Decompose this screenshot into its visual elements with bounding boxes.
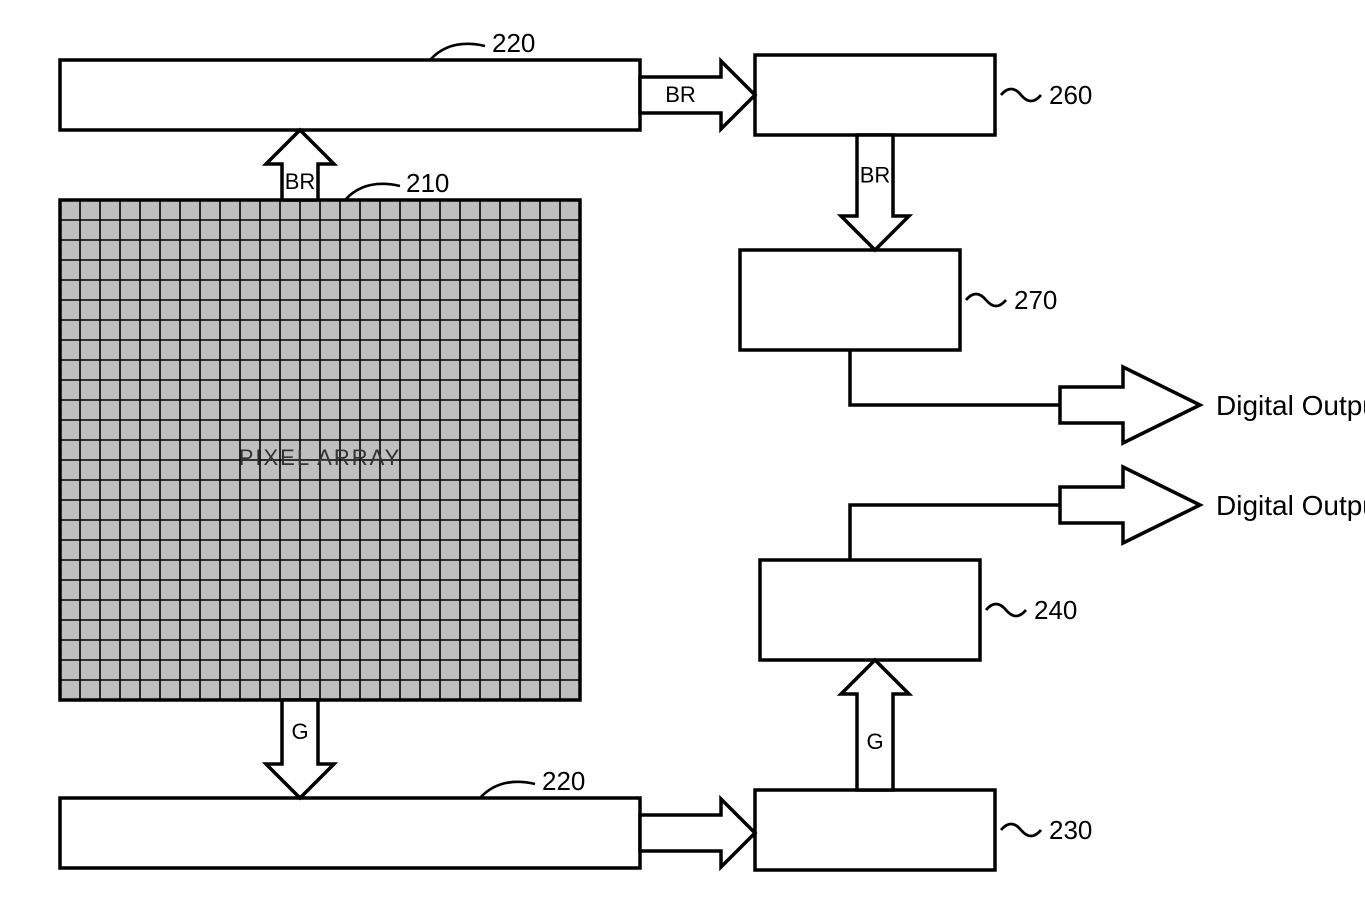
arrow-topbar-to-260-label: BR [665, 82, 696, 107]
output-br-label: Digital Output(BR) [1216, 390, 1365, 421]
output-g-label: Digital Output(G) [1216, 490, 1365, 521]
ref-squiggle [966, 294, 1006, 306]
block-b240 [760, 560, 980, 660]
ref-220-bottom: 220 [542, 766, 585, 796]
arrow-botbar-to-230 [640, 799, 755, 867]
block-b260 [755, 55, 995, 135]
ref-squiggle [1001, 89, 1041, 101]
pixel-array-label: PIXEL ARRAY [239, 445, 402, 470]
ref-number: 230 [1049, 815, 1092, 845]
ref-squiggle [1001, 824, 1041, 836]
arrow-260-to-270 [841, 135, 909, 250]
output-br-line [850, 350, 1060, 405]
block-bottom_bar [60, 798, 640, 868]
block-b230 [755, 790, 995, 870]
block-top_bar [60, 60, 640, 130]
ref-number: 270 [1014, 285, 1057, 315]
ref-number: 260 [1049, 80, 1092, 110]
arrow-230-to-240 [841, 660, 909, 790]
arrow-260-to-270-label: BR [860, 163, 891, 188]
ref-number: 240 [1034, 595, 1077, 625]
output-g-line [850, 505, 1060, 560]
arrow-topbar-to-260 [640, 61, 755, 129]
diagram-root: PIXEL ARRAY 220 220 210 260 270 240 230 BR G BR BR G… [0, 0, 1365, 921]
block-b270 [740, 250, 960, 350]
ref-220-top: 220 [492, 28, 535, 58]
pixel-array: PIXEL ARRAY [60, 200, 580, 700]
output-g-head [1060, 467, 1200, 543]
arrow-grid-to-topbar-label: BR [285, 169, 316, 194]
output-br-head [1060, 367, 1200, 443]
arrow-grid-to-botbar-label: G [291, 719, 308, 744]
ref-210: 210 [406, 168, 449, 198]
ref-squiggle [986, 604, 1026, 616]
arrow-grid-to-botbar [266, 700, 334, 798]
arrow-230-to-240-label: G [866, 729, 883, 754]
